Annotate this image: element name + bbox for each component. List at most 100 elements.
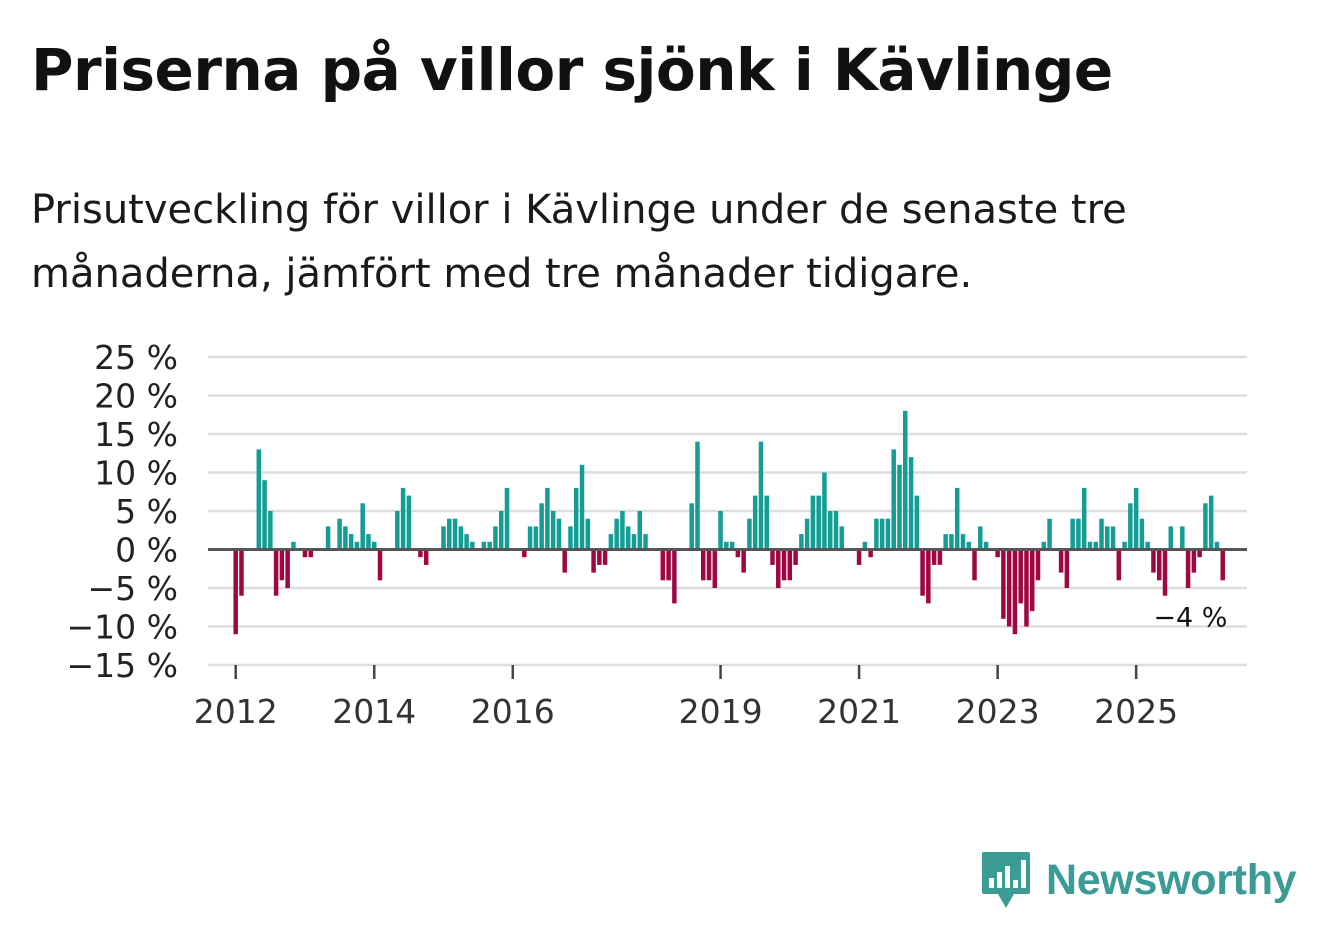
bar [816, 495, 821, 550]
bar [660, 549, 666, 581]
bar [764, 495, 769, 550]
bar [262, 480, 267, 550]
y-tick-label: 25 % [94, 338, 178, 377]
bar [954, 487, 960, 550]
bar [758, 441, 764, 550]
bar [1064, 549, 1070, 588]
bar [995, 549, 1000, 558]
bar [620, 511, 625, 550]
bar [943, 534, 948, 550]
bar [423, 549, 429, 565]
bar [504, 487, 510, 550]
bar [1122, 541, 1127, 550]
x-tick-label: 2016 [471, 692, 555, 731]
bar [793, 549, 798, 565]
bar [354, 541, 360, 550]
bar [533, 526, 539, 550]
bar [810, 495, 816, 550]
y-tick-label: 15 % [94, 415, 178, 454]
bar [608, 534, 614, 550]
bar [487, 541, 492, 550]
bar [418, 549, 423, 558]
bar [966, 541, 972, 550]
bar [827, 511, 833, 550]
bar [337, 518, 342, 550]
bar [931, 549, 937, 565]
bar [406, 495, 412, 550]
bar-chart: 2012 2014 2016 2019 2021 2023 2025 25 %20 %15 … [67, 338, 1247, 731]
bar [1093, 541, 1098, 550]
bar [1214, 541, 1220, 550]
bar [908, 457, 914, 550]
bar [1001, 549, 1006, 619]
bar [452, 518, 458, 550]
bar [672, 549, 677, 604]
bar [1220, 549, 1225, 581]
bar [302, 549, 308, 558]
bar [706, 549, 712, 581]
bar [1058, 549, 1064, 573]
bar [949, 534, 954, 550]
y-tick-label: 0 % [115, 531, 178, 570]
bar [308, 549, 313, 558]
bar [574, 487, 579, 550]
bar [1041, 541, 1047, 550]
chart-subtitle: Prisutveckling för villor i Kävlinge und… [31, 187, 1127, 297]
bar [493, 526, 498, 550]
bar [1116, 549, 1122, 581]
bar [914, 495, 920, 550]
y-tick-label: −10 % [67, 608, 179, 647]
y-tick-label: −5 % [88, 569, 179, 608]
bar [787, 549, 793, 581]
bar [729, 541, 735, 550]
bar [1035, 549, 1041, 581]
bar [256, 449, 262, 550]
bar [856, 549, 862, 565]
bar [1012, 549, 1018, 635]
y-axis: 25 %20 %15 %10 %5 %0 %−5 %−10 %−15 % [67, 338, 179, 685]
bar [602, 549, 608, 565]
bar [291, 541, 296, 550]
bar [752, 495, 758, 550]
bar [1105, 526, 1110, 550]
bar [718, 511, 723, 550]
bar [804, 518, 810, 550]
bar [689, 503, 694, 550]
bar [700, 549, 706, 581]
bar [545, 487, 550, 550]
bar [1047, 518, 1052, 550]
chart-title: Priserna på villor sjönk i Kävlinge [31, 36, 1113, 104]
bar [897, 464, 902, 550]
bar [522, 549, 527, 558]
bar [712, 549, 718, 588]
bar [978, 526, 983, 550]
x-tick-label: 2019 [679, 692, 763, 731]
bar [1128, 503, 1133, 550]
bar [348, 534, 354, 550]
bar [279, 549, 285, 581]
bar [868, 549, 873, 558]
bar [458, 526, 464, 550]
bar [597, 549, 602, 565]
bar [625, 526, 631, 550]
bar [666, 549, 671, 581]
x-tick-label: 2025 [1094, 692, 1178, 731]
x-axis: 2012 2014 2016 2019 2021 2023 2025 [194, 664, 1247, 731]
bar [1162, 549, 1168, 596]
bar [366, 534, 371, 550]
bar [614, 518, 619, 550]
bar [735, 549, 741, 558]
brand-name: Newsworthy [1046, 855, 1297, 904]
bar [550, 511, 556, 550]
bar [498, 511, 504, 550]
bar [1006, 549, 1012, 627]
bars [233, 410, 1225, 635]
bar [1168, 526, 1174, 550]
x-tick-label: 2023 [956, 692, 1040, 731]
bar [885, 518, 891, 550]
bar [874, 518, 879, 550]
bar [643, 534, 648, 550]
bar [273, 549, 279, 596]
bar [1156, 549, 1162, 581]
bar [903, 410, 908, 550]
